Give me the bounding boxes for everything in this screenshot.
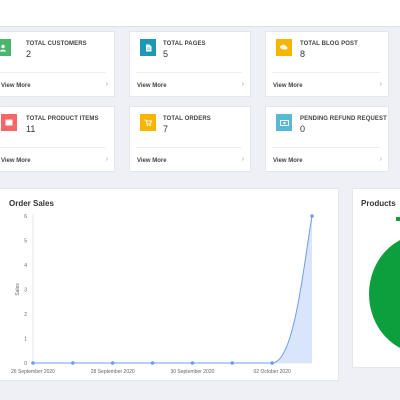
view-more-link[interactable]: View More (137, 83, 167, 89)
view-more-link[interactable]: View More (273, 83, 303, 89)
stat-card-refund-requests: PENDING REFUND REQUEST 0 View More › (265, 106, 389, 172)
stat-title: TOTAL CUSTOMERS (26, 41, 87, 47)
x-tick-label: 30 September 2020 (170, 369, 214, 375)
view-more-link[interactable]: View More (137, 158, 167, 164)
stat-title: PENDING REFUND REQUEST (300, 116, 387, 122)
divider (0, 72, 106, 73)
chevron-right-icon: › (379, 156, 382, 163)
y-axis-label: Sales (15, 283, 21, 296)
stat-card-customers: TOTAL CUSTOMERS 2 View More › (0, 31, 115, 97)
x-tick-label: 28 September 2020 (91, 369, 135, 375)
panel-title: Products (361, 199, 396, 208)
chevron-right-icon: › (379, 81, 382, 88)
data-point (230, 361, 235, 365)
stat-card-blog-posts: TOTAL BLOG POST 8 View More › (265, 31, 389, 97)
chevron-right-icon: › (105, 81, 108, 88)
y-tick-label: 6 (24, 214, 27, 220)
stat-card-product-items: TOTAL PRODUCT ITEMS 11 View More › (0, 106, 115, 172)
money-icon (276, 114, 292, 131)
stat-value: 11 (26, 124, 36, 134)
x-tick-label: 02 October 2020 (254, 369, 291, 375)
legend-swatch (396, 217, 400, 221)
y-tick-label: 5 (24, 239, 27, 245)
stat-value: 8 (300, 49, 306, 59)
view-more-link[interactable]: View More (1, 83, 31, 89)
top-navbar (0, 0, 400, 27)
panel-title: Order Sales (9, 199, 54, 208)
comments-icon (276, 39, 292, 56)
stat-title: TOTAL BLOG POST (300, 41, 358, 47)
y-tick-label: 3 (24, 288, 27, 294)
series-line (33, 215, 313, 364)
stat-title: TOTAL PRODUCT ITEMS (26, 116, 99, 122)
stat-title: TOTAL ORDERS (163, 116, 211, 122)
stat-value: 0 (300, 124, 306, 134)
data-point (150, 361, 155, 365)
data-point (270, 361, 274, 365)
view-more-link[interactable]: View More (1, 158, 31, 164)
order-sales-chart: 0 1 2 3 4 5 6 Sales 26 September 2020 28 Septembe… (11, 214, 314, 375)
stat-card-pages: TOTAL PAGES 5 View More › (129, 31, 251, 97)
order-sales-panel: Order Sales 0 1 2 3 4 5 6 Sales 26 September 202… (0, 188, 339, 381)
data-point (110, 361, 115, 365)
products-panel: Products (352, 188, 400, 368)
divider (272, 147, 380, 148)
divider (136, 72, 242, 73)
y-tick-label: 1 (24, 337, 27, 343)
stat-card-orders: TOTAL ORDERS 7 View More › (129, 106, 251, 172)
divider (136, 147, 242, 148)
y-tick-label: 4 (24, 263, 27, 269)
data-point (71, 361, 75, 365)
stat-value: 2 (26, 49, 32, 59)
chevron-right-icon: › (241, 81, 244, 88)
chevron-right-icon: › (105, 156, 108, 163)
stat-value: 7 (163, 124, 169, 134)
cart-icon (140, 114, 156, 131)
data-point (310, 214, 314, 218)
pie-slice (369, 234, 400, 354)
view-more-link[interactable]: View More (273, 158, 303, 164)
x-tick-label: 26 September 2020 (11, 369, 55, 375)
chevron-right-icon: › (241, 156, 244, 163)
document-icon (140, 39, 156, 56)
box-icon (1, 114, 17, 131)
y-tick-label: 2 (24, 312, 27, 318)
divider (272, 72, 380, 73)
user-icon (0, 39, 11, 56)
stat-title: TOTAL PAGES (163, 41, 206, 47)
series-area (33, 216, 312, 363)
stat-value: 5 (163, 49, 169, 59)
data-point (190, 361, 195, 365)
divider (0, 147, 106, 148)
data-point (31, 361, 35, 365)
y-tick-label: 0 (24, 361, 27, 367)
